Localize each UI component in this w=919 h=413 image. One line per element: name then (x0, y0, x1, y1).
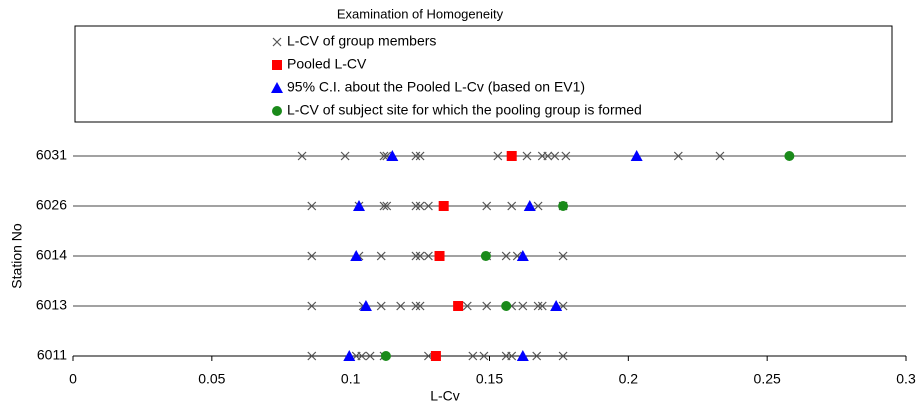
point (630, 150, 643, 161)
point (507, 351, 517, 361)
point (359, 300, 372, 311)
point (482, 201, 492, 211)
legend-marker (271, 82, 283, 93)
point (468, 351, 478, 361)
point (501, 301, 512, 311)
point (784, 151, 795, 161)
point (543, 151, 553, 161)
point (430, 351, 441, 361)
point (434, 251, 445, 261)
point (365, 351, 375, 361)
point (423, 201, 433, 211)
point (462, 301, 472, 311)
x-tick-label: 0.1 (341, 371, 361, 387)
point (382, 201, 392, 211)
point (297, 151, 307, 161)
x-tick-label: 0 (69, 371, 77, 387)
legend-label: Pooled L-CV (287, 56, 367, 72)
point (522, 151, 532, 161)
legend-label: L-CV of subject site for which the pooli… (287, 102, 642, 118)
point (516, 250, 529, 261)
point (479, 351, 489, 361)
point (415, 201, 425, 211)
point (537, 301, 547, 311)
point (482, 301, 492, 311)
point (379, 151, 389, 161)
point (357, 351, 367, 361)
point (376, 301, 386, 311)
point (480, 251, 491, 261)
point (550, 300, 563, 311)
point (558, 251, 568, 261)
point (307, 301, 317, 311)
point (506, 151, 517, 161)
point (507, 201, 517, 211)
point (415, 151, 425, 161)
x-tick-label: 0.3 (896, 371, 916, 387)
point (415, 251, 425, 261)
point (376, 251, 386, 261)
point (340, 151, 350, 161)
point (343, 350, 356, 361)
legend-label: L-CV of group members (287, 33, 436, 49)
y-axis-label: Station No (9, 223, 25, 289)
point (415, 301, 425, 311)
point (411, 251, 421, 261)
y-tick-label: 6013 (36, 297, 67, 313)
point (379, 201, 389, 211)
point (532, 351, 542, 361)
point (558, 201, 569, 211)
point (516, 350, 529, 361)
point (453, 301, 464, 311)
x-tick-label: 0.2 (619, 371, 639, 387)
point (715, 151, 725, 161)
point (533, 301, 543, 311)
point (550, 151, 560, 161)
point (411, 151, 421, 161)
legend-box (74, 25, 893, 123)
point (307, 351, 317, 361)
legend-marker (272, 60, 282, 70)
legend-marker (272, 106, 282, 116)
point (533, 201, 543, 211)
point (558, 351, 568, 361)
point (561, 151, 571, 161)
point (307, 251, 317, 261)
legend-label: 95% C.I. about the Pooled L-Cv (based on… (287, 79, 585, 95)
point (380, 351, 391, 361)
point (386, 150, 399, 161)
point (352, 200, 365, 211)
point (523, 200, 536, 211)
point (411, 201, 421, 211)
point (411, 301, 421, 311)
x-tick-label: 0.25 (754, 371, 781, 387)
y-tick-label: 6011 (37, 347, 67, 363)
legend-marker (272, 37, 282, 47)
x-tick-label: 0.15 (476, 371, 503, 387)
y-tick-label: 6031 (36, 147, 67, 163)
point (673, 151, 683, 161)
point (423, 251, 433, 261)
point (396, 301, 406, 311)
point (493, 151, 503, 161)
x-tick-label: 0.05 (198, 371, 225, 387)
y-tick-label: 6026 (36, 197, 67, 213)
y-tick-label: 6014 (36, 247, 67, 263)
point (350, 250, 363, 261)
point (438, 201, 449, 211)
chart-title: Examination of Homogeneity (337, 6, 504, 21)
point (307, 201, 317, 211)
x-axis-label: L-Cv (430, 388, 460, 404)
point (518, 301, 528, 311)
point (501, 251, 511, 261)
